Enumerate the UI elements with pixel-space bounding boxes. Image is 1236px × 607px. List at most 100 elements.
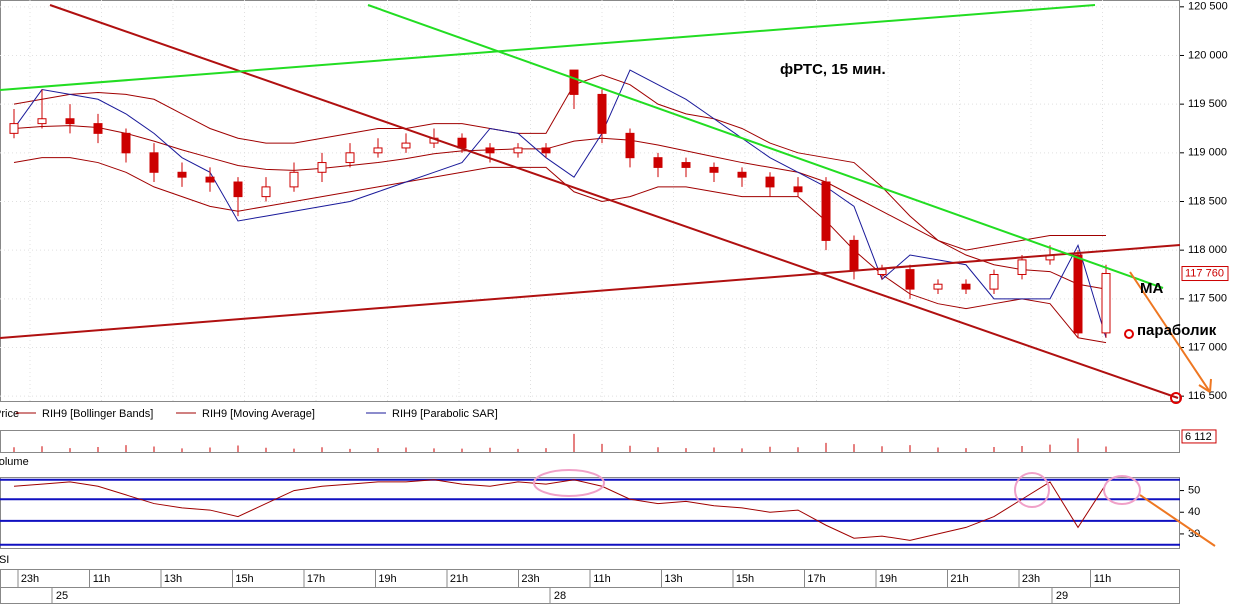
date-label: 28: [554, 590, 566, 602]
y-tick-label: 40: [1188, 506, 1200, 518]
arrow: [1139, 494, 1216, 547]
candle-body: [821, 181, 831, 241]
y-tick-label: 120 500: [1188, 1, 1228, 13]
candle-body: [9, 123, 19, 134]
panel-label: RSI: [0, 554, 9, 566]
price-panel: [0, 0, 1180, 402]
y-tick-label: 118 000: [1188, 244, 1227, 256]
legend-label: RIH9 [Moving Average]: [202, 408, 315, 420]
candle-body: [933, 283, 943, 290]
volume-panel: [0, 430, 1180, 453]
volume-label: 6 112: [1185, 431, 1212, 443]
candle-body: [93, 123, 103, 134]
y-tick-label: 50: [1188, 484, 1200, 496]
candle-body: [1073, 254, 1083, 334]
annotation: MA: [1140, 280, 1163, 297]
candle-body: [457, 137, 467, 149]
candle-body: [597, 93, 607, 134]
panel-label: Volume: [0, 456, 29, 468]
candle-body: [37, 118, 47, 125]
x-tick-label: 23h: [21, 573, 39, 585]
candle-body: [989, 273, 999, 290]
x-tick-label: 17h: [807, 573, 825, 585]
y-tick-label: 119 000: [1188, 147, 1227, 159]
candle-body: [541, 147, 551, 154]
date-label: 29: [1056, 590, 1068, 602]
x-tick-label: 23h: [1022, 573, 1040, 585]
candle-body: [765, 176, 775, 188]
legend-label: RIH9 [Bollinger Bands]: [42, 408, 153, 420]
candle-body: [65, 118, 75, 125]
x-tick-label: 15h: [736, 573, 754, 585]
highlight: [1103, 475, 1141, 505]
candle-body: [149, 152, 159, 173]
arrow-head: [1198, 378, 1212, 393]
candle-body: [121, 132, 131, 154]
y-tick-label: 117 000: [1188, 341, 1227, 353]
trend-line: [0, 4, 1096, 91]
highlight: [1014, 472, 1050, 508]
marker: [1170, 392, 1182, 404]
candle-body: [849, 239, 859, 271]
candle-body: [653, 157, 663, 168]
candle-body: [905, 269, 915, 290]
legend-label: RIH9 [Parabolic SAR]: [392, 408, 498, 420]
annotation: параболик: [1137, 322, 1217, 339]
y-tick-label: 116 500: [1188, 390, 1227, 402]
bollinger-lower: [13, 157, 1107, 344]
bollinger-upper: [13, 74, 1106, 251]
candle-body: [625, 132, 635, 159]
candle-body: [401, 142, 411, 149]
x-tick-label: 11h: [593, 573, 611, 585]
parabolic-sar: [13, 69, 1107, 338]
x-tick-label: 13h: [164, 573, 182, 585]
trend-line: [49, 4, 1179, 399]
candle-body: [345, 152, 355, 164]
x-tick-label: 23h: [521, 573, 539, 585]
candle-body: [681, 162, 691, 168]
marker: [1124, 329, 1134, 339]
moving-average: [13, 125, 1107, 290]
legend-label: Price: [0, 408, 19, 420]
x-tick-label: 21h: [450, 573, 468, 585]
candle-body: [793, 186, 803, 193]
price-label-box: [1181, 266, 1229, 282]
candle-body: [233, 181, 243, 198]
trend-line: [367, 4, 1164, 289]
candle-body: [1101, 273, 1111, 334]
chart-title: фРТС, 15 мин.: [780, 61, 886, 78]
volume-label-box: [1181, 429, 1217, 444]
candle-body: [877, 269, 887, 275]
x-tick-label: 15h: [235, 573, 253, 585]
x-tick-label: 17h: [307, 573, 325, 585]
x-tick-label: 11h: [93, 573, 111, 585]
y-tick-label: 119 500: [1188, 98, 1227, 110]
x-tick-label: 19h: [378, 573, 396, 585]
candle-body: [485, 147, 495, 154]
candle-body: [709, 166, 719, 173]
candle-body: [177, 171, 187, 178]
arrow: [1129, 271, 1211, 393]
candle-body: [373, 147, 383, 154]
rsi-panel: [0, 477, 1180, 549]
candle-body: [1017, 259, 1027, 275]
price-label: 117 760: [1185, 267, 1224, 279]
x-tick-label: 19h: [879, 573, 897, 585]
candle-body: [317, 162, 327, 173]
candle-body: [569, 69, 579, 95]
candle-body: [205, 176, 215, 183]
candle-body: [289, 171, 299, 188]
rsi-line: [13, 479, 1107, 541]
highlight: [533, 469, 605, 497]
trend-line: [0, 244, 1181, 339]
date-axis: [0, 587, 1180, 604]
date-label: 25: [56, 590, 68, 602]
x-tick-label: 21h: [950, 573, 968, 585]
candle-body: [513, 147, 523, 154]
y-tick-label: 117 500: [1188, 293, 1227, 305]
y-tick-label: 120 000: [1188, 49, 1228, 61]
candle-body: [737, 171, 747, 178]
x-tick-label: 11h: [1094, 573, 1112, 585]
